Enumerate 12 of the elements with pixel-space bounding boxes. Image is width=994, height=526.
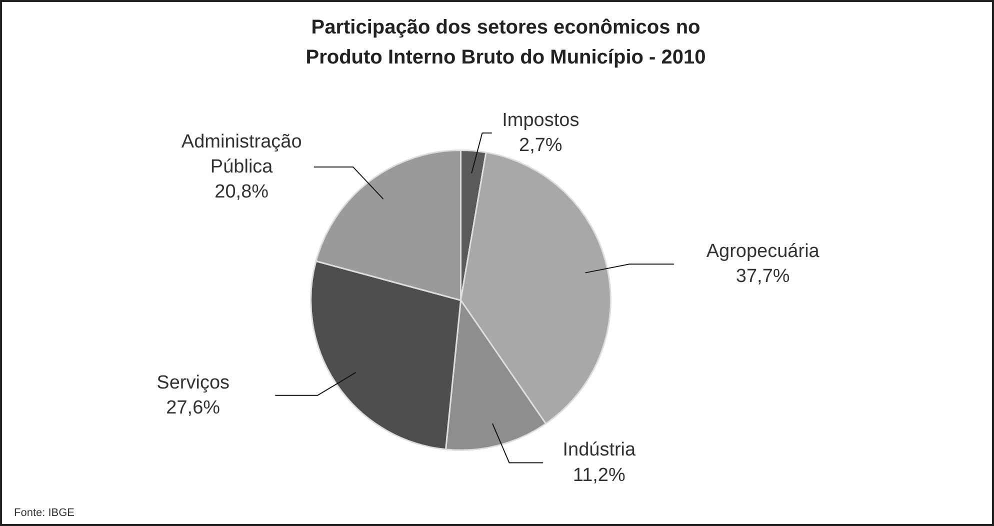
slice-label: Serviços (156, 372, 230, 394)
chart-title: Participação dos setores econômicos no Produto Interno Bruto do Município - 2010 (306, 16, 706, 68)
data-label: 27,6% (166, 398, 220, 419)
slice-label: Agropecuária (706, 241, 820, 262)
data-label: 2,7% (519, 135, 562, 156)
source-note: Fonte: IBGE (14, 507, 75, 520)
data-label: 37,7% (736, 266, 790, 288)
data-label: 20,8% (214, 182, 269, 203)
slice-label: Impostos (502, 110, 580, 131)
data-label: 11,2% (572, 464, 626, 486)
slice-label: Administração Pública (181, 131, 302, 178)
slice-label: Indústria (562, 440, 636, 461)
